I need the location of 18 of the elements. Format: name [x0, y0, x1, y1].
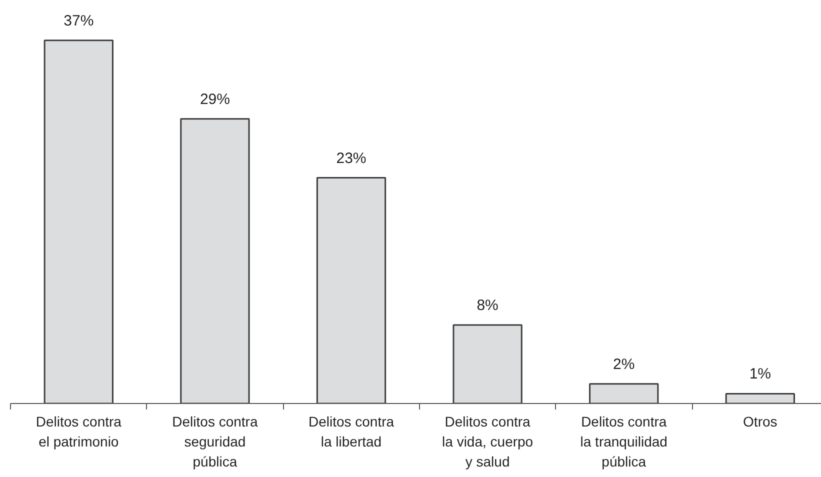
data-label: 29%: [200, 90, 230, 108]
bar: [725, 392, 795, 404]
data-label: 37%: [64, 12, 94, 30]
data-label: 8%: [476, 297, 498, 314]
x-tick-label: Delitos contra la vida, cuerpo y salud: [442, 414, 534, 470]
data-label: 2%: [613, 356, 635, 373]
x-tick-label: Delitos contra la tranquilidad pública: [580, 414, 668, 470]
data-label: 1%: [749, 366, 772, 383]
bar: [180, 118, 250, 404]
bar: [589, 383, 659, 404]
bar: [452, 324, 522, 404]
bar: [316, 177, 386, 404]
x-tick-label: Otros: [743, 414, 778, 430]
x-tick-label: Delitos contra seguridad pública: [172, 414, 258, 470]
x-tick-label: Delitos contra el patrimonio: [36, 414, 122, 450]
data-label: 23%: [336, 150, 366, 167]
bar: [44, 40, 114, 404]
x-tick-label: Delitos contra la libertad: [308, 414, 394, 450]
